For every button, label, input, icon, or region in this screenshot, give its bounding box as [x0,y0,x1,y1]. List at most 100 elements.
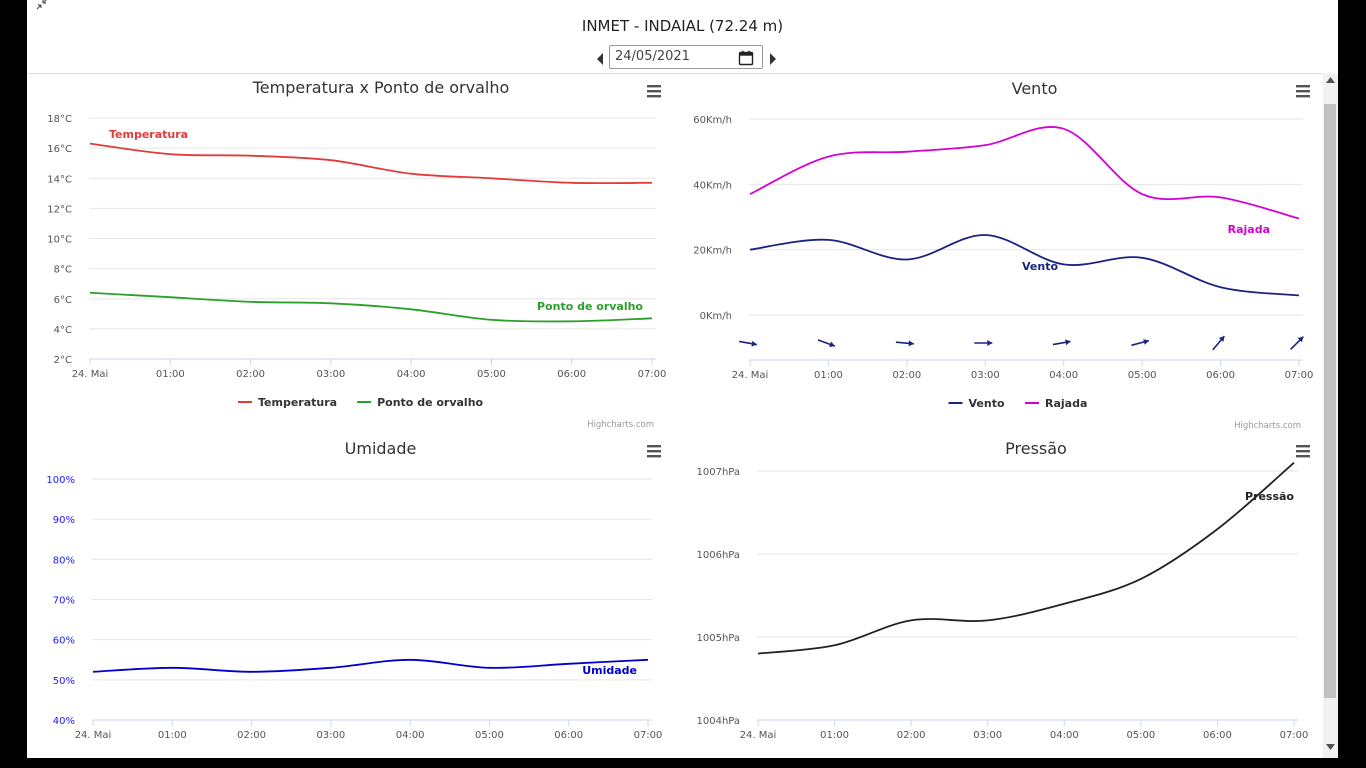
humidity-chart: Umidade 40% 50% 60% 70% 80% 90% 100% 24. Mai 01:0… [46,439,663,741]
arrow-head [1218,336,1225,342]
wind-chart: Vento 0Km/h 20Km/h 40Km/h 60Km/h 24. Mai 01:00… [693,79,1314,431]
legend-item[interactable]: Ponto de orvalho [357,396,484,409]
y-tick-label: 60% [53,636,75,647]
x-tick-label: 04:00 [1050,730,1079,741]
series-line-1 [749,234,1300,297]
series-label: Ponto de orvalho [537,300,643,313]
y-tick-label: 2°C [54,355,72,366]
series-line-1 [92,658,649,673]
calendar-icon[interactable] [738,50,754,74]
next-day-button[interactable] [768,51,778,70]
x-tick-label: 06:00 [554,730,583,741]
x-tick-label: 04:00 [397,369,426,380]
app-frame: INMET - INDAIAL (72.24 m) 24/05/2021 Tem… [27,0,1338,758]
x-tick-label: 07:00 [1285,370,1314,381]
x-tick-label: 06:00 [1206,370,1235,381]
series-label: Rajada [1228,223,1270,236]
date-input[interactable]: 24/05/2021 [609,45,763,69]
menu-bar [1296,85,1310,88]
menu-bar [1296,95,1310,98]
x-tick-label: 04:00 [1049,370,1078,381]
x-tick-label: 05:00 [1126,730,1155,741]
chart-legend: Vento Rajada [948,397,1087,410]
collapse-arrows-icon[interactable] [36,0,48,13]
x-tick-label: 05:00 [1128,370,1157,381]
legend-label: Rajada [1045,397,1087,410]
arrow-head [987,340,993,346]
wind-direction-arrow [1290,336,1304,350]
arrow-head [751,340,757,347]
x-tick-label: 03:00 [316,730,345,741]
y-tick-label: 14°C [47,174,72,185]
x-tick-label: 01:00 [814,370,843,381]
menu-bar [647,95,661,98]
series-label: Vento [1022,260,1058,273]
caret-right-icon [770,53,776,65]
credits-link: Highcharts.com [1234,421,1301,431]
x-tick-label: 07:00 [634,730,663,741]
x-tick-label: 01:00 [156,369,185,380]
x-tick-label: 24. Mai [72,369,109,380]
x-tick-label: 07:00 [638,369,667,380]
y-tick-label: 60Km/h [693,115,732,126]
y-tick-label: 10°C [47,235,72,246]
series-label: Temperatura [109,128,188,141]
wind-direction-arrow [738,340,758,347]
legend-item[interactable]: Rajada [1025,397,1087,410]
x-tick-label: 24. Mai [732,370,769,381]
pressure-chart: Pressão 1004hPa 1005hPa 1006hPa 1007hPa 24. M… [697,439,1310,741]
x-tick-label: 02:00 [897,730,926,741]
series-label: Pressão [1245,490,1294,503]
legend-label: Temperatura [258,396,337,409]
y-tick-label: 50% [53,676,75,687]
menu-bar [647,90,661,93]
arrow-head [1297,336,1304,343]
hamburger-menu-icon[interactable] [1296,85,1310,98]
y-tick-label: 12°C [47,204,72,215]
y-tick-label: 16°C [47,144,72,155]
chart-title: Umidade [345,439,417,458]
scrollbar-thumb[interactable] [1324,104,1336,698]
scroll-up-icon[interactable] [1326,77,1335,83]
x-tick-label: 06:00 [557,369,586,380]
scroll-down-icon[interactable] [1326,744,1335,750]
menu-bar [647,450,661,453]
wind-direction-arrow [1052,339,1071,346]
hamburger-menu-icon[interactable] [647,85,661,98]
wind-direction-arrow [895,340,914,347]
legend-item[interactable]: Temperatura [238,396,337,409]
wind-direction-arrow [1212,335,1225,351]
menu-bar [647,445,661,448]
prev-day-button[interactable] [595,51,605,70]
y-tick-label: 0Km/h [700,311,732,322]
x-tick-label: 05:00 [477,369,506,380]
hamburger-menu-icon[interactable] [1296,445,1310,458]
x-tick-label: 06:00 [1203,730,1232,741]
wind-direction-arrow [974,340,993,346]
arrow-head [1065,339,1071,346]
menu-bar [1296,445,1310,448]
y-tick-label: 18°C [47,114,72,125]
menu-bar [1296,455,1310,458]
x-tick-label: 03:00 [973,730,1002,741]
y-tick-label: 4°C [54,325,72,336]
legend-item[interactable]: Vento [948,397,1005,410]
wind-direction-arrow [817,339,836,348]
arrow-head [829,341,835,348]
series-line-2 [749,126,1300,220]
x-tick-label: 03:00 [971,370,1000,381]
hamburger-menu-icon[interactable] [647,445,661,458]
series-line-1 [89,142,653,185]
page-title: INMET - INDAIAL (72.24 m) [581,17,784,35]
credits-link: Highcharts.com [587,420,654,430]
x-tick-label: 03:00 [316,369,345,380]
legend-label: Ponto de orvalho [377,396,483,409]
menu-bar [647,455,661,458]
x-tick-label: 24. Mai [740,730,777,741]
scrollbar[interactable] [1323,74,1338,758]
menu-bar [647,85,661,88]
series-line-1 [757,462,1295,655]
x-tick-label: 02:00 [892,370,921,381]
series-line-2 [89,291,653,323]
x-tick-label: 01:00 [158,730,187,741]
